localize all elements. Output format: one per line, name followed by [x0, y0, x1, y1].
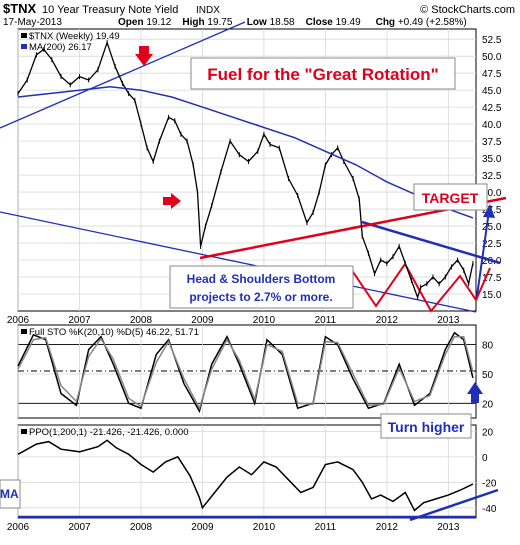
ytick-label-0-15: 15.0 [482, 290, 502, 301]
ytick-label-0-9: 30.0 [482, 188, 502, 199]
upper-channel-line [0, 21, 246, 129]
fuel-label-box [190, 57, 456, 90]
header-exchange: INDX [196, 5, 220, 16]
legend-text-0-1: MA(200) 26.17 [29, 42, 92, 53]
ytick-label-0-4: 42.5 [482, 103, 502, 114]
header-stat-4: Chg +0.49 (+2.58%) [376, 17, 467, 28]
legend-swatch-0-1 [21, 44, 27, 49]
fuel-label: Fuel for the "Great Rotation" [207, 65, 438, 84]
series-2-0 [17, 439, 474, 512]
ytick-label-2-1: 0 [482, 453, 488, 464]
legend-swatch-1-0 [21, 329, 27, 334]
ticks-layer: 52.5 50.0 47.5 45.0 42.5 40.0 37.5 35.0 32.5 30.0… [7, 35, 502, 533]
header-stat-2: Low 18.58 [247, 17, 295, 28]
header-credit: © StockCharts.com [420, 4, 515, 16]
ytick-label-1-0: 80 [482, 341, 494, 352]
red-right-arrow [163, 193, 181, 209]
lower-channel-line [0, 211, 477, 313]
xtick-label-ppo-5: 2011 [315, 522, 337, 533]
arrow-projection-head [483, 204, 495, 218]
stochastic-series-layer [17, 331, 474, 414]
legend-text-1-0: Full STO %K(20,10) %D(5) 46.22, 51.71 [29, 327, 199, 338]
xtick-label-ppo-3: 2009 [191, 522, 214, 533]
series-0-1 [17, 86, 474, 219]
legend-text-2-0: PPO(1,200,1) -21.426, -21.426, 0.000 [29, 427, 189, 438]
xtick-label-price-0: 2006 [7, 315, 30, 326]
xtick-label-ppo-0: 2006 [7, 522, 30, 533]
series-1-1 [17, 335, 474, 411]
header-stat-3: Close 19.49 [306, 17, 361, 28]
hs-label-box [169, 265, 354, 309]
xtick-label-ppo-4: 2010 [253, 522, 276, 533]
ytick-label-2-0: 20 [482, 427, 494, 438]
head-shoulders-zigzag [348, 262, 491, 313]
legend-swatch-0-0 [21, 33, 27, 38]
target-label-box [413, 183, 488, 211]
arrow-projection-shaft [476, 210, 490, 297]
red-down-arrow [135, 46, 153, 66]
price-series-layer [17, 40, 474, 300]
xtick-label-price-5: 2011 [315, 315, 337, 326]
xtick-label-price-3: 2009 [191, 315, 214, 326]
target-label: TARGET [422, 190, 479, 206]
ytick-label-1-2: 20 [482, 399, 494, 410]
ma-label-box [0, 479, 21, 509]
ytick-label-0-8: 32.5 [482, 171, 502, 182]
header-stats: Open 19.12 High 19.75 Low 18.58 Close 19… [118, 17, 467, 28]
xtick-label-price-4: 2010 [253, 315, 276, 326]
ytick-label-0-2: 47.5 [482, 69, 502, 80]
header-stat-1: High 19.75 [182, 17, 232, 28]
header-date: 17-May-2013 [3, 17, 62, 28]
xtick-label-ppo-7: 2013 [437, 522, 460, 533]
downtrend-line [361, 220, 501, 265]
ytick-label-0-14: 17.5 [482, 273, 502, 284]
ytick-label-0-11: 25.0 [482, 222, 502, 233]
hs-label-line2: projects to 2.7% or more. [189, 290, 332, 304]
ytick-label-1-1: 50 [482, 370, 494, 381]
hs-label-line1: Head & Shoulders Bottom [187, 272, 336, 286]
blue-up-arrow [467, 382, 483, 403]
header-symbol: $TNX [3, 1, 37, 16]
header-stat-0: Open 19.12 [118, 17, 172, 28]
ytick-label-0-7: 35.0 [482, 154, 502, 165]
ytick-label-0-3: 45.0 [482, 86, 502, 97]
legend-swatch-2-0 [21, 429, 27, 434]
ytick-label-0-0: 52.5 [482, 35, 502, 46]
ytick-label-2-3: -40 [482, 504, 497, 515]
legend-text-0-0: $TNX (Weekly) 19.49 [29, 31, 120, 42]
xtick-label-price-2: 2008 [130, 315, 153, 326]
turn-higher-label: Turn higher [388, 419, 465, 435]
ytick-label-0-6: 37.5 [482, 137, 502, 148]
ma-label: MA [0, 487, 19, 501]
ppo-rising-line [409, 488, 499, 522]
ytick-label-0-5: 40.0 [482, 120, 502, 131]
ytick-label-2-2: -20 [482, 478, 497, 489]
xtick-label-ppo-6: 2012 [376, 522, 399, 533]
ytick-label-0-12: 22.5 [482, 239, 502, 250]
xtick-label-price-6: 2012 [376, 315, 399, 326]
xtick-label-price-1: 2007 [68, 315, 91, 326]
ytick-label-0-1: 50.0 [482, 52, 502, 63]
turn-higher-box [380, 413, 472, 439]
header-name: 10 Year Treasury Note Yield [42, 4, 178, 16]
xtick-label-ppo-2: 2008 [130, 522, 153, 533]
xtick-label-ppo-1: 2007 [68, 522, 91, 533]
ppo-series-layer [17, 439, 474, 512]
xtick-label-price-7: 2013 [437, 315, 460, 326]
